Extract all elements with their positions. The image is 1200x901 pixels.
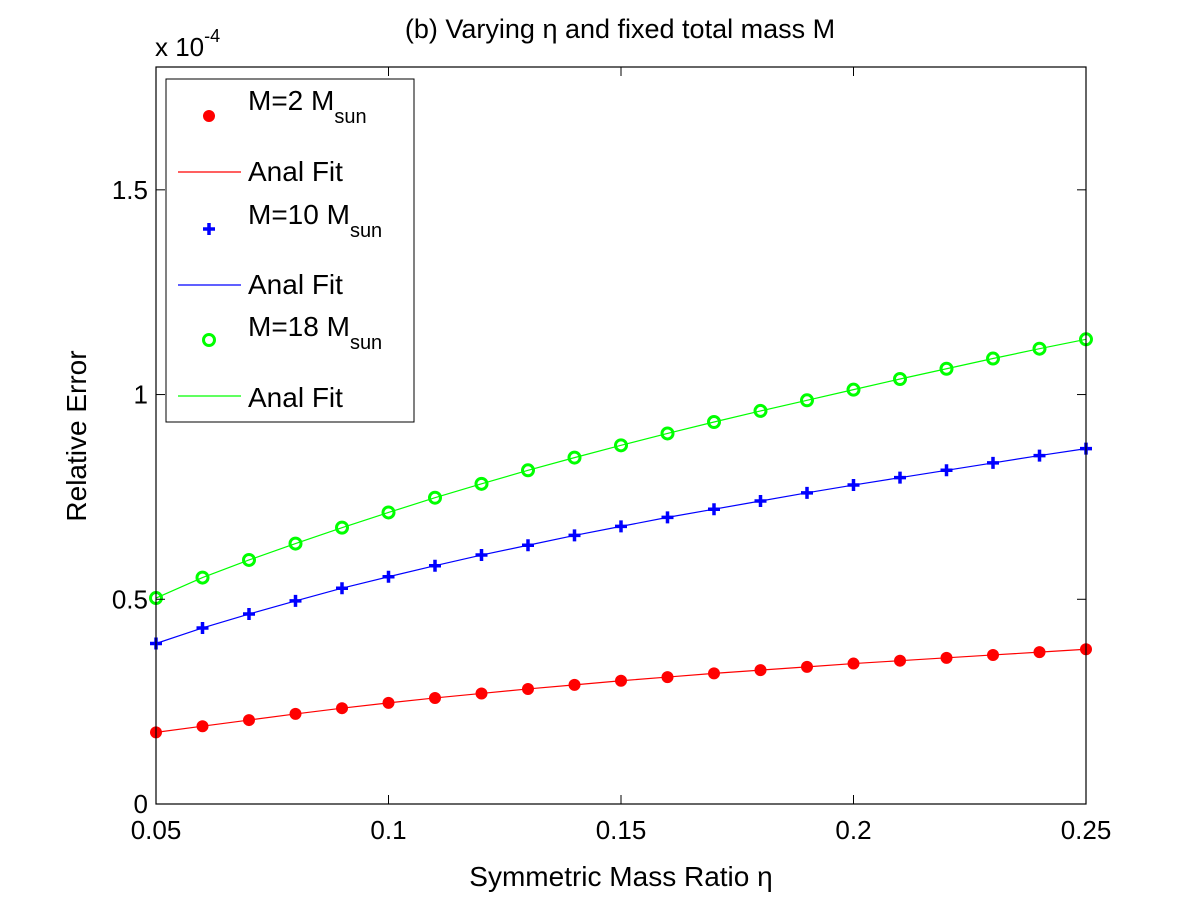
- data-point-series-3: [846, 382, 861, 397]
- data-point-series-3: [242, 552, 256, 567]
- data-point-series-2: [568, 529, 581, 542]
- data-point-series-1: [522, 682, 534, 695]
- legend-box: [165, 78, 415, 423]
- data-point-series-3: [939, 361, 954, 376]
- x-tick-label: 0.25: [1061, 815, 1112, 845]
- data-point-series-3: [986, 351, 1000, 366]
- legend-label-fit-m10: Anal Fit: [248, 269, 343, 300]
- x-tick-label: 0.2: [835, 815, 871, 845]
- data-point-series-3: [335, 520, 349, 535]
- data-point-series-1: [382, 696, 395, 709]
- legend-label-fit-m18: Anal Fit: [248, 382, 343, 413]
- data-point-series-3: [800, 393, 814, 408]
- data-point-series-3: [614, 438, 628, 453]
- legend-marker-series-3: [202, 333, 216, 347]
- data-point-series-2: [847, 479, 860, 492]
- data-point-series-1: [847, 657, 860, 670]
- data-point-series-1: [708, 667, 720, 680]
- data-point-series-2: [289, 594, 302, 607]
- data-point-series-1: [754, 664, 767, 677]
- legend-label-m2: M=2 Msun: [248, 85, 367, 128]
- data-point-series-3: [521, 463, 535, 478]
- data-point-series-1: [661, 671, 674, 684]
- data-point-series-1: [568, 678, 581, 691]
- legend-label-m2-main: M=2 M: [248, 85, 334, 116]
- data-point-series-1: [615, 674, 627, 687]
- x-tick-label: 0.1: [370, 815, 406, 845]
- data-point-series-3: [567, 450, 582, 465]
- legend-samples-group: [178, 110, 241, 397]
- data-point-series-1: [243, 714, 255, 727]
- data-point-series-2: [801, 486, 813, 499]
- y-tick-label: 0.5: [112, 584, 148, 614]
- legend-label-m10-main: M=10 M: [248, 199, 350, 230]
- legend-marker-series-2: [203, 223, 215, 235]
- data-point-series-1: [987, 648, 999, 661]
- data-point-series-3: [474, 476, 489, 491]
- legend-label-m18-main: M=18 M: [248, 311, 350, 342]
- data-point-series-3: [195, 570, 210, 585]
- data-point-series-2: [336, 582, 348, 595]
- data-point-series-1: [475, 687, 488, 700]
- data-point-series-3: [381, 505, 396, 520]
- legend-marker-series-1: [203, 110, 215, 122]
- legend-label-m18: M=18 Msun: [248, 311, 382, 354]
- data-point-series-3: [1032, 341, 1047, 356]
- data-point-series-2: [940, 464, 953, 477]
- data-point-series-2: [754, 495, 767, 508]
- chart-title-eta-symbol: η: [542, 14, 557, 44]
- data-point-series-1: [336, 702, 348, 715]
- y-exponent-label: x 10-4: [155, 26, 220, 62]
- data-point-series-2: [429, 559, 441, 572]
- data-point-series-3: [707, 414, 721, 429]
- data-point-series-3: [288, 536, 303, 551]
- data-point-series-3: [893, 371, 907, 386]
- data-point-series-2: [243, 608, 255, 621]
- legend-label-m10: M=10 Msun: [248, 199, 382, 242]
- data-point-series-1: [196, 720, 209, 733]
- data-point-series-1: [289, 707, 302, 720]
- data-point-series-3: [660, 426, 675, 441]
- x-tick-label: 0.15: [596, 815, 647, 845]
- data-point-series-2: [708, 503, 720, 516]
- legend-label-m2-sub: sun: [334, 106, 366, 128]
- data-point-series-2: [382, 570, 395, 583]
- y-tick-label: 1.5: [112, 175, 148, 205]
- data-point-series-1: [801, 660, 813, 673]
- fit-line-series-3: [155, 338, 1087, 599]
- y-tick-label: 1: [134, 380, 148, 410]
- y-exponent-base: x 10: [155, 32, 204, 62]
- legend-label-m18-sub: sun: [350, 332, 382, 354]
- y-tick-label: 0: [134, 789, 148, 819]
- data-point-series-2: [522, 539, 534, 552]
- data-point-series-2: [475, 549, 488, 562]
- data-point-series-2: [987, 456, 999, 469]
- chart-title: (b) Varying η and fixed total mass M: [405, 14, 835, 44]
- y-exponent-power: -4: [204, 26, 220, 46]
- data-point-series-3: [428, 490, 442, 505]
- data-point-series-1: [940, 651, 953, 664]
- data-point-series-2: [615, 520, 627, 533]
- data-point-series-2: [1033, 449, 1046, 462]
- y-axis-title: Relative Error: [61, 350, 92, 521]
- legend-label-m10-sub: sun: [350, 220, 382, 242]
- axis-ticks-group: [155, 67, 1087, 805]
- data-point-series-2: [894, 471, 906, 484]
- data-point-series-1: [429, 691, 441, 704]
- x-tick-label: 0.05: [131, 815, 182, 845]
- x-axis-title: Symmetric Mass Ratio η: [469, 861, 772, 892]
- data-point-series-3: [753, 403, 768, 418]
- legend-label-fit-m2: Anal Fit: [248, 156, 343, 187]
- data-markers-group: [149, 332, 1093, 739]
- data-point-series-1: [1033, 646, 1046, 659]
- chart-title-suffix: and fixed total mass M: [557, 14, 835, 44]
- data-point-series-2: [196, 621, 209, 634]
- chart-title-prefix: (b) Varying: [405, 14, 543, 44]
- data-point-series-2: [661, 511, 674, 524]
- data-point-series-1: [894, 654, 906, 667]
- legend: M=2 Msun Anal Fit M=10 Msun Anal Fit M=1…: [165, 78, 415, 423]
